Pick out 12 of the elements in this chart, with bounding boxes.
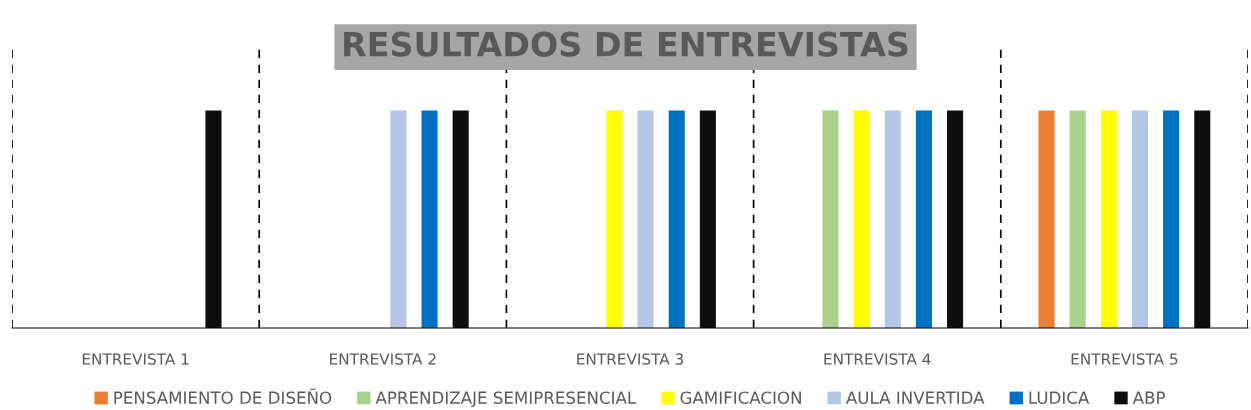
legend-label: APRENDIZAJE SEMIPRESENCIAL xyxy=(375,391,637,408)
legend-label: GAMIFICACION xyxy=(680,391,801,404)
x-tick-label: ENTREVISTA 1 xyxy=(82,353,189,365)
x-tick-label: ENTREVISTA 3 xyxy=(577,353,684,365)
x-tick-label: ENTREVISTA 2 xyxy=(330,353,436,365)
legend-label: AULA INVERTIDA xyxy=(846,391,985,404)
chart-title: RESULTADOS DE ENTREVISTAS xyxy=(344,31,908,57)
x-tick-label: ENTREVISTA 4 xyxy=(824,353,931,365)
legend-label: PENSAMIENTO DE DISEÑO xyxy=(114,388,332,404)
x-tick-label: ENTREVISTA 5 xyxy=(1071,353,1178,365)
legend-label: LUDICA xyxy=(1029,391,1090,404)
legend-label: ABP xyxy=(1132,391,1165,404)
